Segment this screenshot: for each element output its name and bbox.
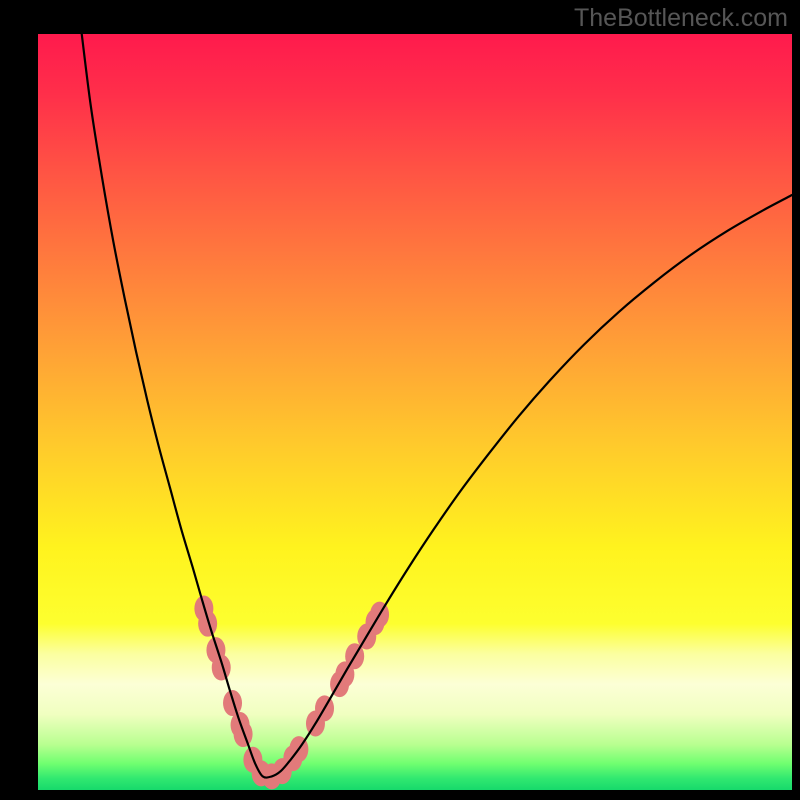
frame-border-right xyxy=(792,0,800,800)
chart-svg xyxy=(38,34,792,790)
watermark-text: TheBottleneck.com xyxy=(574,4,788,33)
data-dot xyxy=(198,611,217,637)
chart-plot-area xyxy=(38,34,792,790)
frame-border-left xyxy=(0,0,38,800)
frame-border-bottom xyxy=(0,790,800,800)
